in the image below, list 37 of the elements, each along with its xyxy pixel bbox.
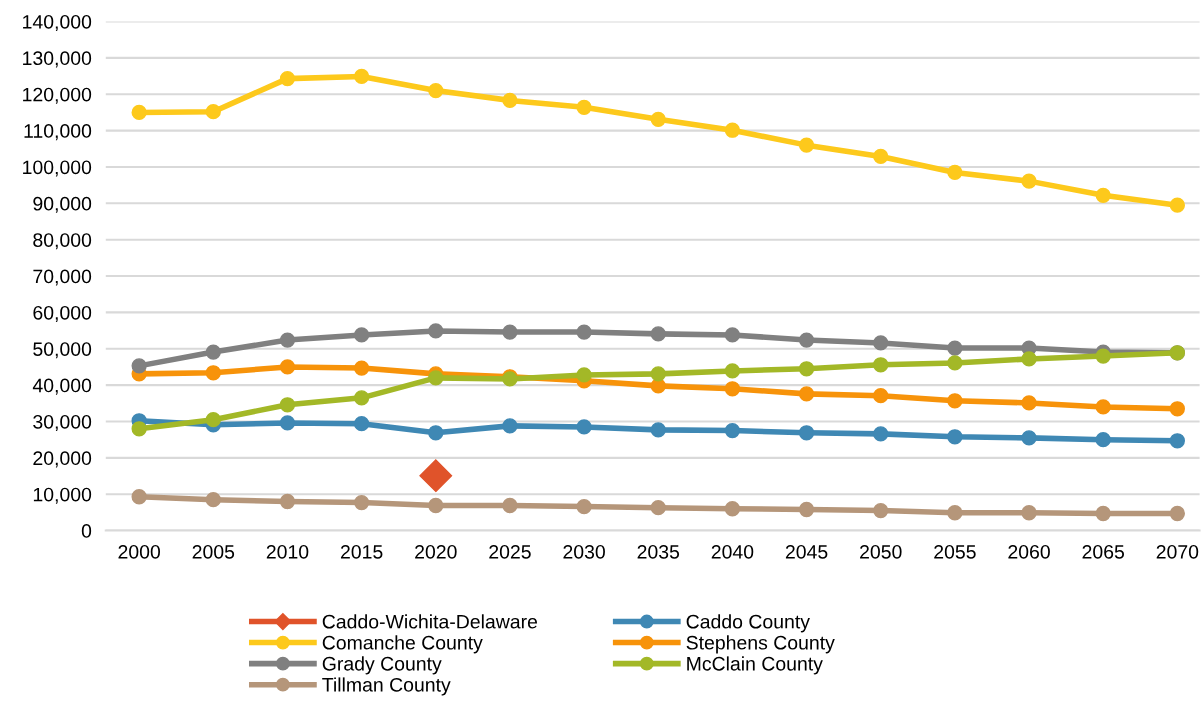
y-tick-label: 100,000 (23, 160, 92, 177)
legend-label: Comanche County (322, 635, 483, 654)
y-tick-label: 30,000 (33, 414, 92, 432)
y-tick-label: 130,000 (23, 51, 92, 68)
x-tick-label: 2000 (118, 544, 161, 559)
x-tick-label: 2030 (563, 544, 605, 559)
x-tick-label: 2045 (785, 544, 828, 559)
y-tick-label: 120,000 (23, 87, 92, 104)
legend-label: McClain County (687, 656, 823, 675)
x-tick-label: 2065 (1082, 544, 1125, 559)
x-tick-label: 2025 (489, 544, 531, 559)
y-tick-label: 50,000 (33, 342, 92, 359)
y-tick-label: 90,000 (33, 196, 92, 213)
x-tick-label: 2040 (711, 544, 754, 559)
y-tick-label: 40,000 (32, 378, 92, 395)
y-tick-label: 60,000 (33, 305, 92, 322)
x-tick-label: 2020 (415, 544, 457, 559)
y-tick-label: 80,000 (33, 233, 92, 250)
x-tick-label: 2050 (860, 544, 902, 559)
y-tick-label: 0 (81, 524, 92, 538)
x-tick-label: 2060 (1008, 544, 1050, 559)
y-tick-label: 10,000 (33, 487, 92, 504)
x-tick-label: 2005 (192, 544, 235, 559)
y-tick-label: 20,000 (33, 451, 92, 468)
y-tick-label: 110,000 (24, 124, 92, 141)
x-tick-label: 2035 (637, 544, 680, 559)
y-tick-label: 70,000 (33, 269, 92, 286)
x-tick-label: 2055 (934, 544, 976, 559)
legend-label: Grady County (322, 656, 442, 675)
x-tick-label: 2070 (1156, 544, 1199, 559)
legend-label: Caddo County (686, 614, 810, 633)
legend-label: Stephens County (686, 635, 835, 654)
legend-label: Tillman County (322, 677, 451, 696)
legend-label: Caddo-Wichita-Delaware (322, 614, 538, 629)
x-tick-label: 2015 (340, 544, 383, 559)
x-tick-label: 2010 (266, 544, 309, 559)
y-tick-label: 140,000 (23, 14, 92, 32)
